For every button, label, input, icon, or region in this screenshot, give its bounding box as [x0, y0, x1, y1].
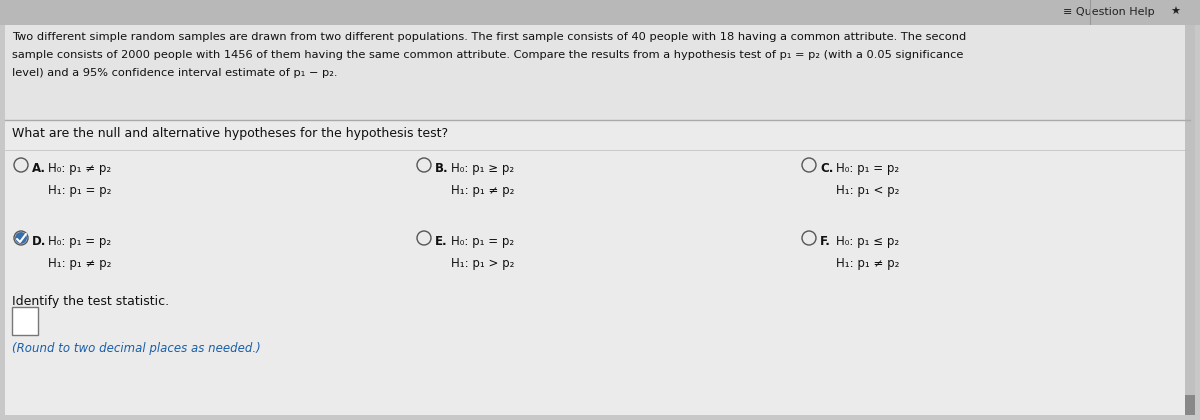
Text: H₀: p₁ = p₂: H₀: p₁ = p₂ — [836, 162, 899, 175]
Text: H₁: p₁ ≠ p₂: H₁: p₁ ≠ p₂ — [836, 257, 899, 270]
Text: sample consists of 2000 people with 1456 of them having the same common attribut: sample consists of 2000 people with 1456… — [12, 50, 964, 60]
Text: H₀: p₁ ≥ p₂: H₀: p₁ ≥ p₂ — [451, 162, 514, 175]
Text: A.: A. — [32, 162, 46, 175]
FancyBboxPatch shape — [5, 25, 1190, 120]
Text: H₀: p₁ = p₂: H₀: p₁ = p₂ — [48, 235, 112, 248]
Text: (Round to two decimal places as needed.): (Round to two decimal places as needed.) — [12, 342, 260, 355]
Text: What are the null and alternative hypotheses for the hypothesis test?: What are the null and alternative hypoth… — [12, 127, 448, 140]
Text: H₁: p₁ ≠ p₂: H₁: p₁ ≠ p₂ — [48, 257, 112, 270]
Text: F.: F. — [820, 235, 830, 248]
Text: ≡ Question Help: ≡ Question Help — [1063, 7, 1154, 17]
Text: H₀: p₁ = p₂: H₀: p₁ = p₂ — [451, 235, 514, 248]
Text: ★: ★ — [1170, 7, 1180, 17]
FancyBboxPatch shape — [1186, 25, 1195, 415]
Text: E.: E. — [436, 235, 448, 248]
Text: H₁: p₁ = p₂: H₁: p₁ = p₂ — [48, 184, 112, 197]
FancyBboxPatch shape — [1186, 395, 1195, 415]
Text: H₀: p₁ ≤ p₂: H₀: p₁ ≤ p₂ — [836, 235, 899, 248]
Text: H₁: p₁ < p₂: H₁: p₁ < p₂ — [836, 184, 899, 197]
FancyBboxPatch shape — [0, 0, 1200, 25]
Text: level) and a 95% confidence interval estimate of p₁ − p₂.: level) and a 95% confidence interval est… — [12, 68, 337, 78]
FancyBboxPatch shape — [5, 25, 1190, 415]
Text: H₁: p₁ > p₂: H₁: p₁ > p₂ — [451, 257, 515, 270]
Text: D.: D. — [32, 235, 47, 248]
Text: Identify the test statistic.: Identify the test statistic. — [12, 295, 169, 308]
Text: C.: C. — [820, 162, 833, 175]
FancyBboxPatch shape — [12, 307, 38, 335]
Text: B.: B. — [436, 162, 449, 175]
Circle shape — [16, 232, 26, 244]
Text: Two different simple random samples are drawn from two different populations. Th: Two different simple random samples are … — [12, 32, 966, 42]
Text: H₁: p₁ ≠ p₂: H₁: p₁ ≠ p₂ — [451, 184, 515, 197]
Text: H₀: p₁ ≠ p₂: H₀: p₁ ≠ p₂ — [48, 162, 112, 175]
